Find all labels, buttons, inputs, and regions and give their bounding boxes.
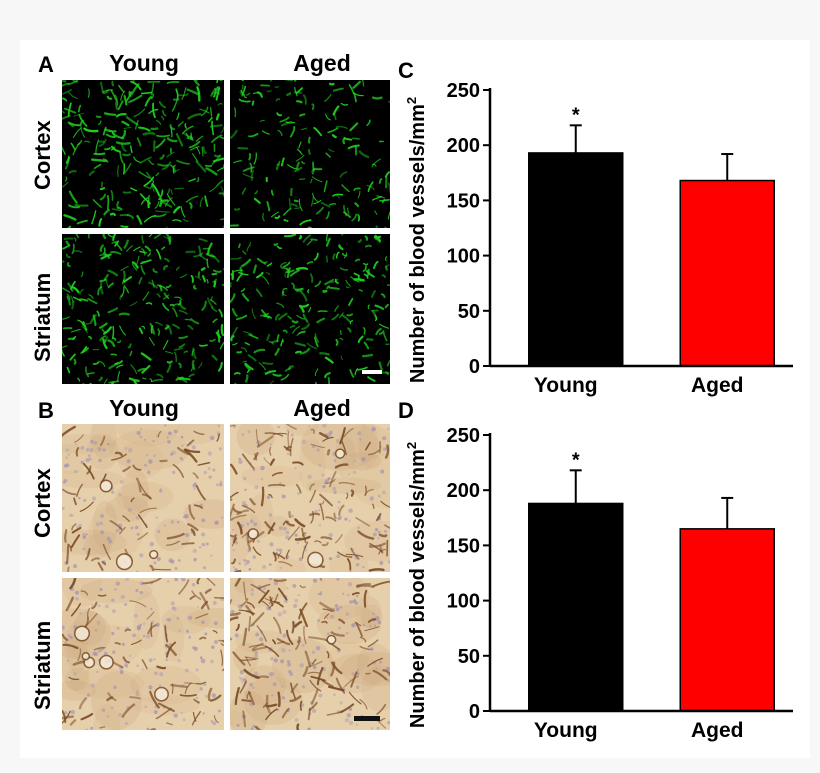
row-title-striatum-a: Striatum	[30, 272, 55, 362]
row-title-cortex-a: Cortex	[30, 120, 55, 190]
col-title-aged-b: Aged	[293, 395, 351, 421]
bar-aged	[679, 179, 775, 367]
y-tick-label: 0	[469, 356, 480, 378]
row-title-striatum-b: Striatum	[30, 620, 55, 710]
y-tick-label: 250	[447, 80, 480, 102]
significance-marker: *	[572, 449, 580, 471]
y-tick-label: 250	[447, 425, 480, 447]
y-axis-label-superscript: 2	[404, 97, 419, 104]
micrograph-fluorescent-aged-striatum	[230, 234, 390, 384]
bar-chart-c: Number of blood vessels/mm2 0 50 100 150 200 2…	[404, 80, 793, 397]
x-category-label-young: Young	[534, 374, 598, 397]
micrograph-stained-aged-cortex	[230, 424, 390, 572]
col-title-young-b: Young	[109, 395, 179, 421]
significance-marker: *	[572, 104, 580, 126]
micrograph-fluorescent-young-striatum	[62, 234, 224, 384]
panel-label-c: C	[398, 58, 414, 83]
y-tick-label: 150	[447, 190, 480, 212]
bar-young	[528, 502, 624, 712]
col-title-aged-a: Aged	[293, 50, 351, 76]
y-tick-label: 50	[458, 301, 480, 323]
y-tick-label: 100	[447, 246, 480, 268]
y-tick-label: 200	[447, 135, 480, 157]
micrograph-stained-young-striatum	[62, 578, 224, 730]
bar-aged	[679, 528, 775, 712]
y-tick-label: 150	[447, 535, 480, 557]
x-category-label-aged: Aged	[691, 719, 744, 742]
micrograph-stained-young-cortex	[62, 424, 224, 572]
micrograph-stained-aged-striatum	[230, 578, 390, 730]
y-tick-label: 50	[458, 646, 480, 668]
y-axis-label: Number of blood vessels/mm2	[404, 442, 429, 728]
y-axis-label-superscript: 2	[404, 442, 419, 449]
y-tick-label: 100	[447, 591, 480, 613]
row-title-cortex-b: Cortex	[30, 468, 55, 538]
bar-chart-d: Number of blood vessels/mm2 0 50 100 150 200 2…	[404, 425, 793, 742]
x-category-label-young: Young	[534, 719, 598, 742]
col-title-young-a: Young	[109, 50, 179, 76]
bar-young	[528, 152, 624, 367]
y-tick-label: 200	[447, 480, 480, 502]
y-tick-label: 0	[469, 701, 480, 723]
micrograph-fluorescent-young-cortex	[62, 80, 224, 228]
panel-label-b: B	[38, 398, 54, 423]
panel-label-d: D	[398, 398, 414, 423]
y-axis-label: Number of blood vessels/mm2	[404, 97, 429, 383]
panel-label-a: A	[38, 52, 54, 77]
x-category-label-aged: Aged	[691, 374, 744, 397]
micrograph-fluorescent-aged-cortex	[230, 80, 390, 228]
